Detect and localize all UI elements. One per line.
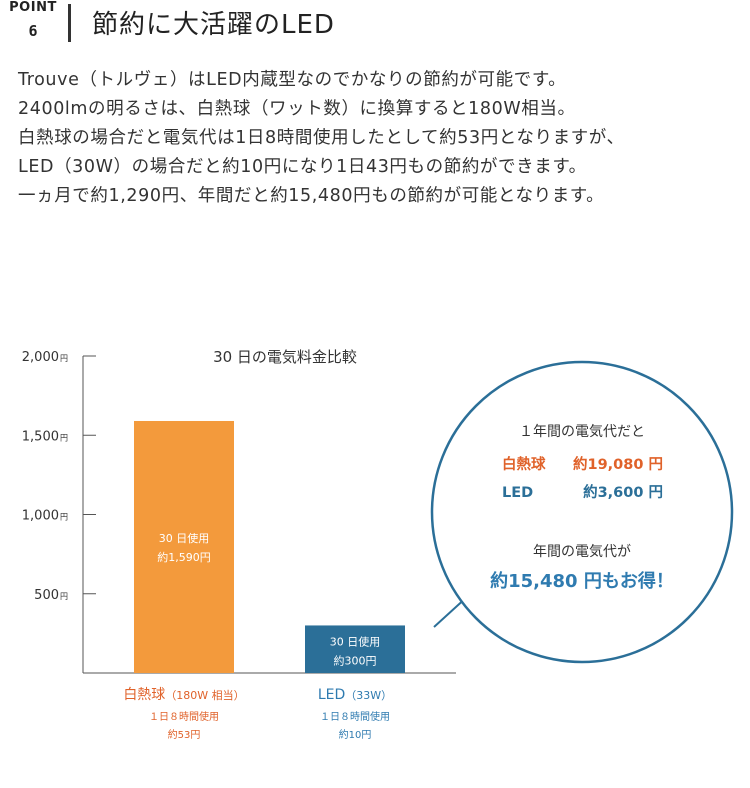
intro-line: 2400lmの明るさは、白熱球（ワット数）に換算すると180W相当。 [18,99,576,119]
category-label: 白熱球（180W 相当） [123,687,244,703]
bubble-row2-value: 約3,600 円 [583,483,663,501]
category-spec: （33W） [345,689,392,702]
bar-value-label: 約1,590円 [157,550,211,564]
point-label: POINT [9,0,57,15]
chart-title: 30 日の電気料金比較 [213,348,357,366]
category-usage: １日８時間使用 [320,710,390,723]
category-label: LED（33W） [318,687,392,703]
bubble-circle [430,360,734,664]
y-tick-label: 1,500 [22,429,59,444]
bubble-footer-value: 約15,480 円もお得！ [490,570,674,592]
bubble-row2-name: LED [502,485,533,501]
bar-led [305,625,405,673]
category-daily-cost: 約10円 [339,728,372,741]
bubble-row1-value: 約19,080 円 [573,455,663,473]
category-name: LED [318,687,345,703]
y-tick-unit: 円 [60,513,68,522]
bar-data-label: 30 日使用 [330,635,381,648]
category-labels: 白熱球（180W 相当）１日８時間使用約53円LED（33W）１日８時間使用約1… [123,687,392,741]
intro-line: LED（30W）の場合だと約10円になり1日43円もの節約ができます。 [18,157,587,177]
point-number: 6 [28,22,38,40]
bar-data-label: 30 日使用 [159,532,210,545]
y-tick-unit: 円 [60,354,68,363]
header-divider [68,4,71,42]
y-tick-unit: 円 [60,592,68,601]
y-tick-label: 2,000 [22,350,59,365]
bar-value-label: 約300円 [334,653,377,667]
bar-incandescent [134,420,234,673]
section-title: 節約に大活躍のLED [92,10,335,40]
intro-line: 白熱球の場合だと電気代は1日8時間使用したとして約53円となりますが、 [18,128,625,148]
y-tick-label: 500 [34,588,59,603]
category-usage: １日８時間使用 [149,710,219,723]
section-header: POINT 6 節約に大活躍のLED [0,0,750,50]
intro-text: Trouve（トルヴェ）はLED内蔵型なのでかなりの節約が可能です。 2400l… [18,66,738,211]
category-name: 白熱球 [123,687,165,703]
annual-cost-bubble: １年間の電気代だと 白熱球 約19,080 円 LED 約3,600 円 年間の… [430,360,734,664]
bubble-row1-name: 白熱球 [502,455,546,473]
category-spec: （180W 相当） [165,688,244,702]
bubble-footer-label: 年間の電気代が [533,544,631,560]
y-tick-unit: 円 [60,433,68,442]
y-tick-label: 1,000 [22,509,59,524]
intro-line: Trouve（トルヴェ）はLED内蔵型なのでかなりの節約が可能です。 [18,70,567,90]
bubble-heading: １年間の電気代だと [519,424,645,440]
intro-line: 一ヵ月で約1,290円、年間だと約15,480円もの節約が可能となります。 [18,186,605,206]
category-daily-cost: 約53円 [168,728,201,741]
